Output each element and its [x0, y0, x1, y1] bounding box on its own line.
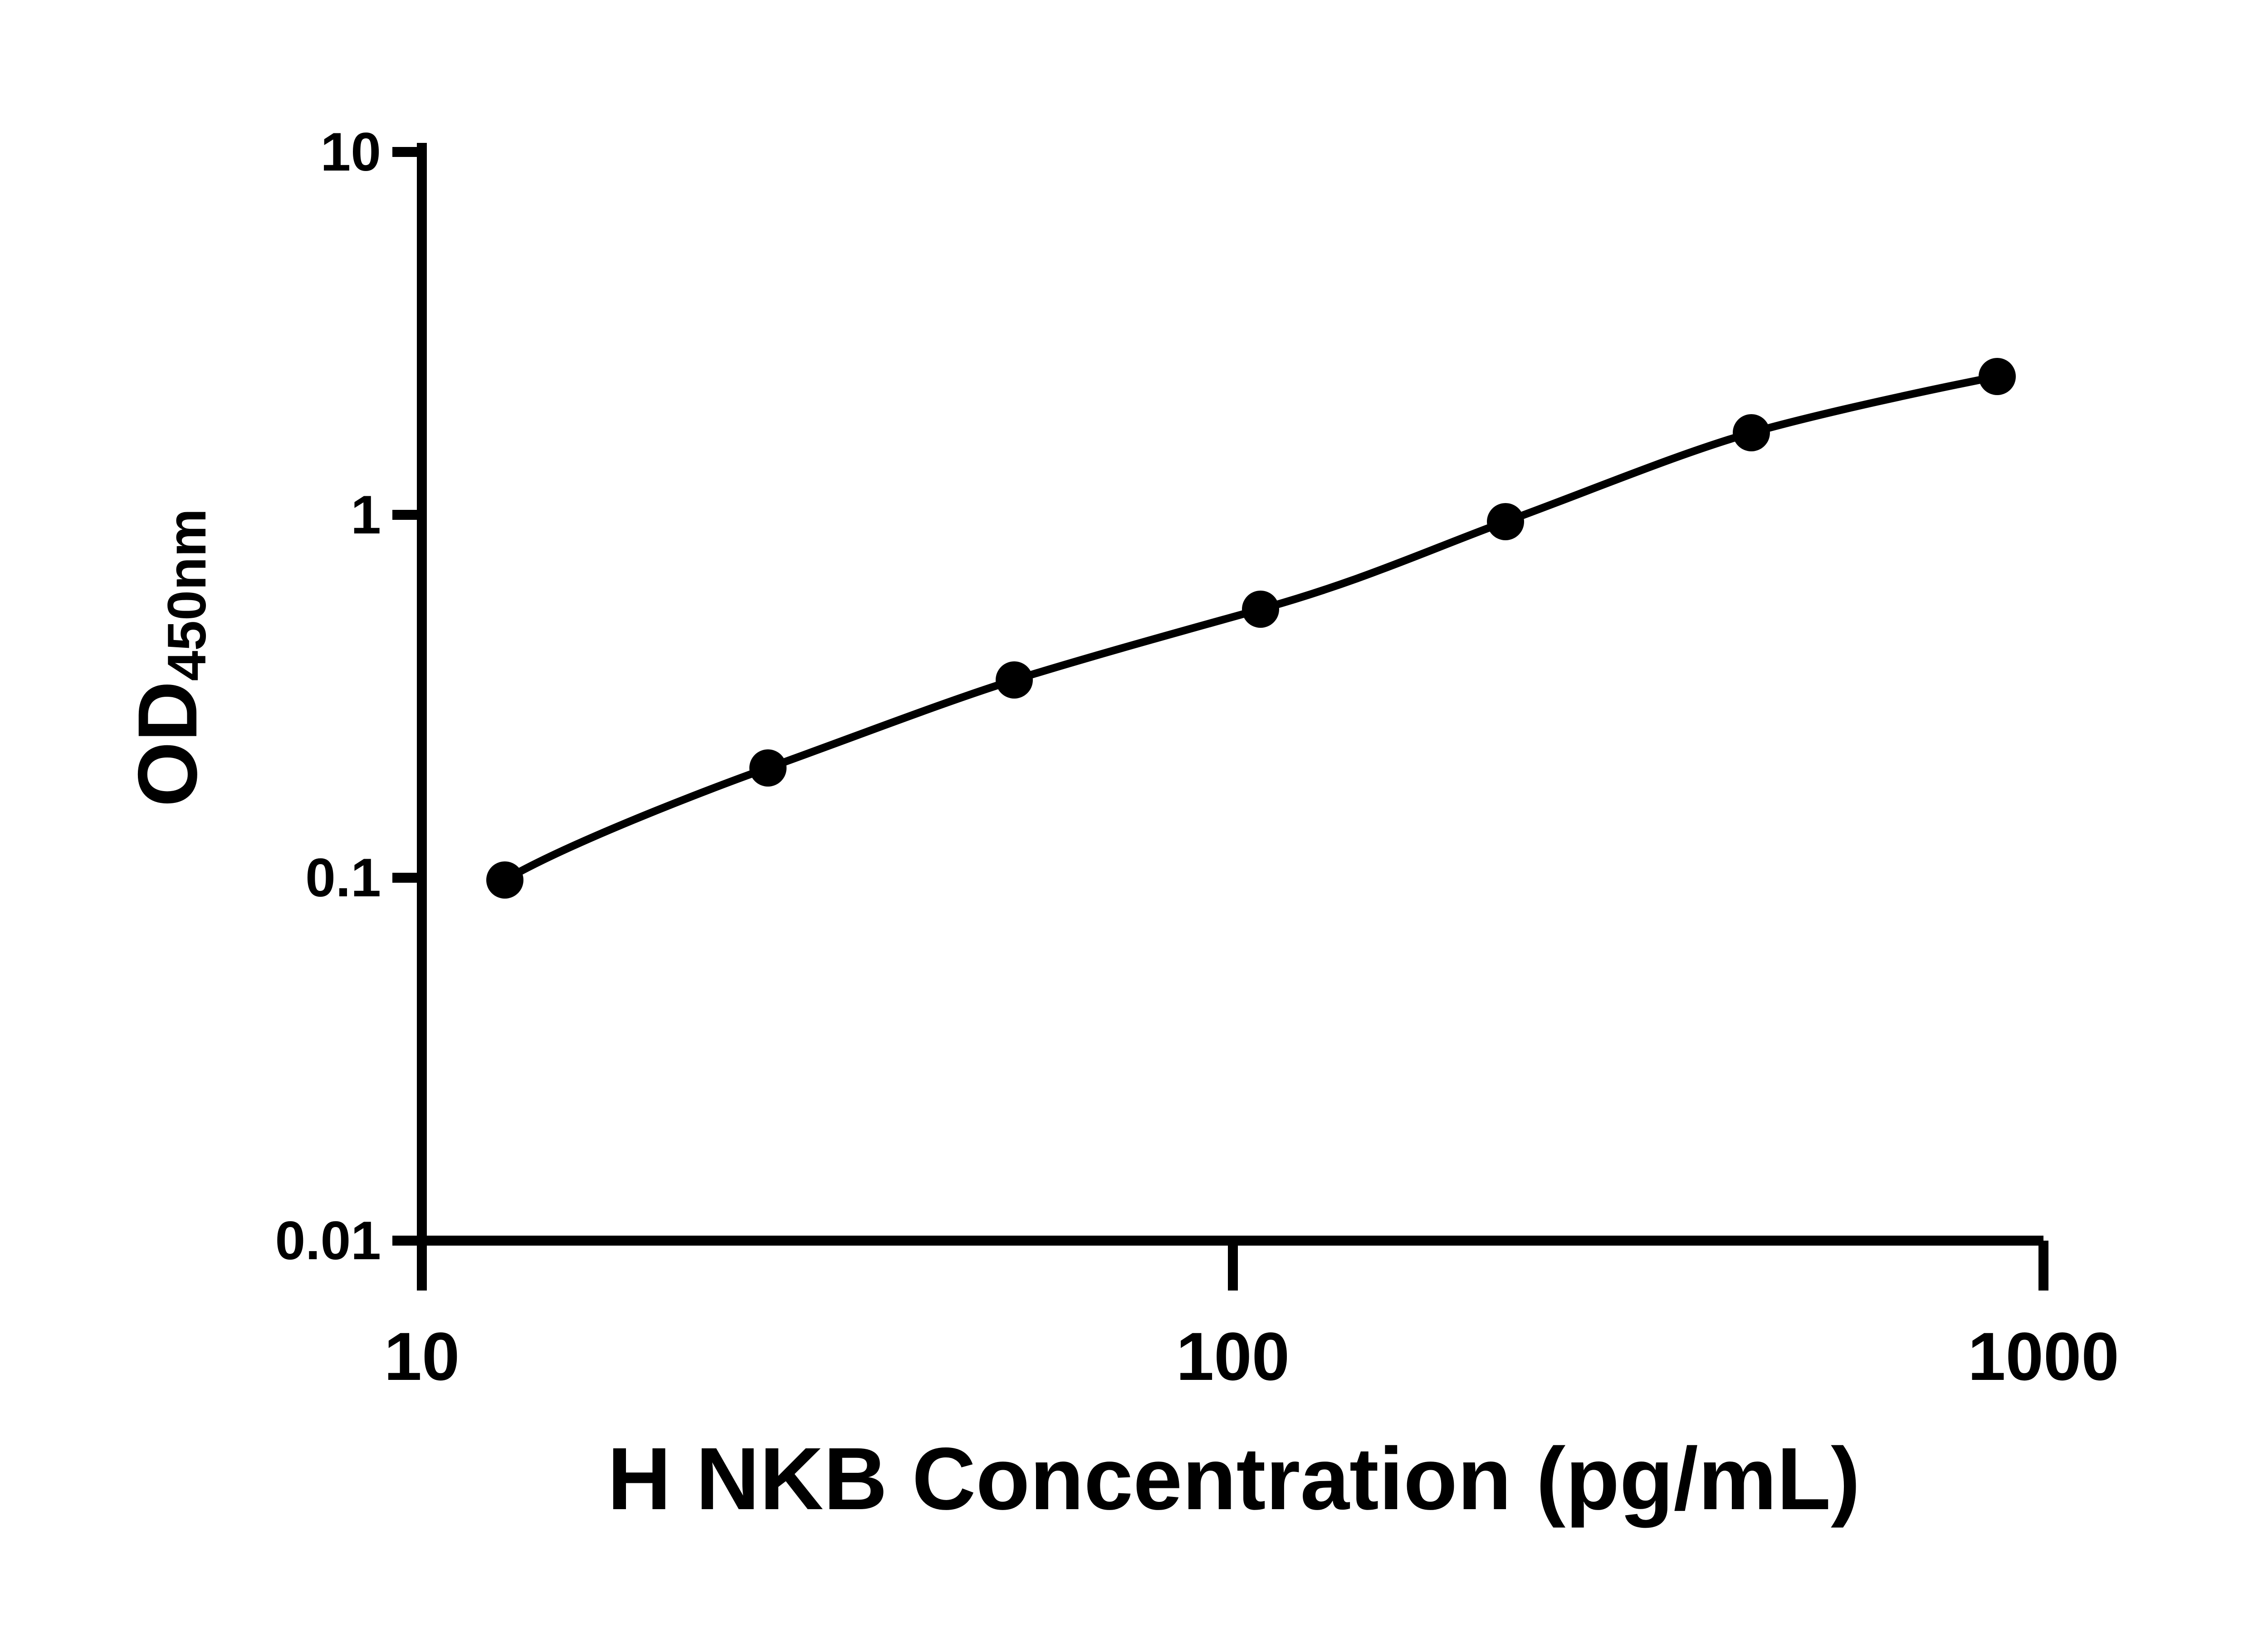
y-tick-label-0-1: 0.1	[305, 847, 381, 908]
y-axis-title-subscript: 450nm	[156, 508, 217, 681]
data-point	[1733, 414, 1770, 451]
data-point	[1979, 358, 2016, 395]
x-axis-ticks	[417, 1241, 2048, 1291]
y-axis-title: OD450nm	[121, 508, 217, 807]
data-point-markers	[486, 358, 2016, 899]
data-point	[1242, 591, 1279, 628]
svg-text:OD450nm: OD450nm	[121, 508, 217, 807]
x-tick-labels: 10 100 1000	[384, 1318, 2119, 1394]
data-point	[486, 861, 523, 899]
y-axis-title-main: OD	[121, 681, 215, 807]
x-tick-label-10: 10	[384, 1318, 460, 1394]
y-tick-label-0-01: 0.01	[275, 1210, 381, 1271]
axis-spines	[417, 143, 2043, 1250]
x-tick-label-1000: 1000	[1968, 1318, 2119, 1394]
y-tick-labels: 10 1 0.1 0.01	[275, 122, 381, 1271]
y-tick-label-10: 10	[321, 122, 381, 182]
y-tick-label-1: 1	[351, 484, 381, 545]
fit-curve	[501, 372, 2001, 884]
x-axis-title: H NKB Concentration (pg/mL)	[607, 1429, 1860, 1528]
x-tick-label-100: 100	[1176, 1318, 1290, 1394]
data-point	[996, 661, 1033, 699]
data-point	[749, 749, 787, 787]
data-point	[1487, 503, 1524, 540]
